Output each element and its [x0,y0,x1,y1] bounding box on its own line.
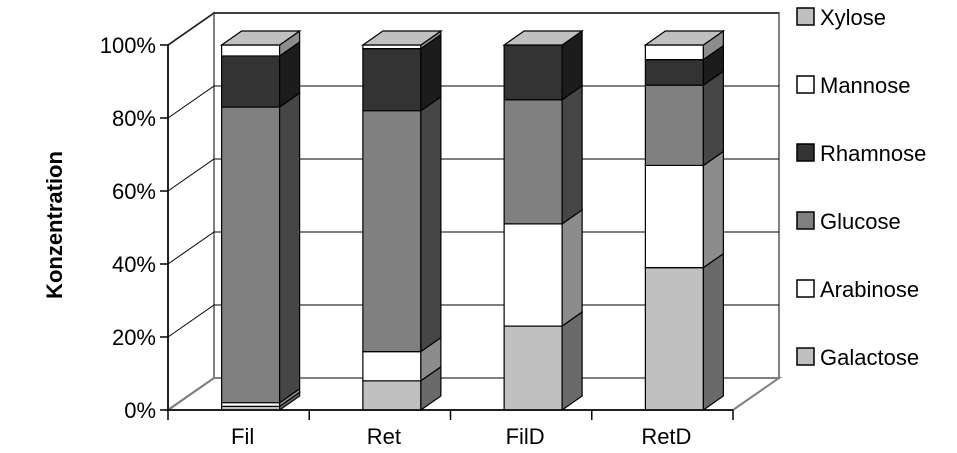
bar-face [221,44,281,57]
bar-side [702,150,724,269]
bar-segment-arabinose [362,336,442,382]
legend-item: Arabinose [796,277,919,302]
bar-side [561,84,583,226]
bar-face [362,351,422,382]
bar-segment-galactose [503,310,583,412]
bar-segment-glucose [362,95,442,353]
legend-swatch [796,279,815,298]
bar-face [221,106,281,404]
legend-swatch [796,75,815,94]
y-tick-label: 60% [112,179,156,204]
bar-stack-retd [643,29,726,412]
y-tick-label: 0% [124,398,156,423]
bar-segment-glucose [221,91,301,404]
legend-label: Mannose [820,73,911,98]
legend-item: Rhamnose [796,141,926,166]
y-tick-label: 20% [112,325,156,350]
bar-segment-arabinose [503,208,583,328]
bars [219,29,726,412]
bar-top [360,30,443,46]
bar-top [219,30,302,46]
gridline [167,231,779,265]
bar-stack-fild [502,29,585,412]
bar-top [643,30,726,46]
legend-swatch [796,7,815,26]
bar-face [503,99,563,225]
bar-face [503,223,563,327]
bar-face [644,44,704,61]
bar-segment-glucose [644,69,724,167]
bar-face [644,164,704,269]
legend-item: Galactose [796,345,919,370]
bar-face [644,58,704,86]
bar-top [502,30,585,46]
bar-face [221,55,281,108]
bar-face [362,110,422,353]
bar-side [702,69,724,167]
bar-face [362,380,422,411]
y-tick-label: 100% [100,33,156,58]
legend-label: Xylose [820,5,886,30]
bar-side [561,310,583,412]
bar-side [279,91,301,404]
bar-face [503,325,563,411]
bar-face [644,267,704,411]
x-tick-labels: Fil Ret FilD RetD [231,424,691,449]
bar-side [702,252,724,412]
y-axis-label: Konzentration [42,151,67,299]
legend-swatch [796,211,815,230]
legend: Xylose Mannose Rhamnose Glucose Arabinose Gal… [796,5,926,370]
legend-swatch [796,143,815,162]
gridline [167,158,779,192]
x-tick-label: Ret [367,424,401,449]
legend-swatch [796,347,815,366]
gridline [167,85,779,119]
bar-side [420,95,442,353]
bar-face [503,44,563,101]
bar-face [362,48,422,112]
bar-segment-mannose [644,29,724,61]
bar-segment-rhamnose [221,40,301,109]
legend-item: Glucose [796,209,901,234]
y-tick-label: 80% [112,106,156,131]
bar-segment-arabinose [644,150,724,269]
legend-label: Galactose [820,345,919,370]
gridlines [167,12,779,338]
legend-item: Mannose [796,73,911,98]
legend-item: Xylose [796,5,886,30]
axes [160,44,734,420]
legend-label: Glucose [820,209,901,234]
bar-segment-galactose [644,252,724,412]
gridline [167,304,779,338]
x-tick-label: FilD [506,424,545,449]
x-tick-label: Fil [231,424,254,449]
side-wall [167,11,215,412]
bar-segment-glucose [503,84,583,226]
bar-stack-ret [360,29,443,412]
gridline [167,12,779,46]
bar-stack-fil [219,29,302,412]
legend-label: Rhamnose [820,141,926,166]
bar-side [561,208,583,328]
y-tick-label: 40% [112,252,156,277]
y-tick-labels: 0% 20% 40% 60% 80% 100% [100,33,156,423]
x-tick-label: RetD [641,424,691,449]
bar-segment-rhamnose [362,33,442,112]
bar-segment-rhamnose [503,29,583,101]
bar-face [644,84,704,167]
legend-label: Arabinose [820,277,919,302]
